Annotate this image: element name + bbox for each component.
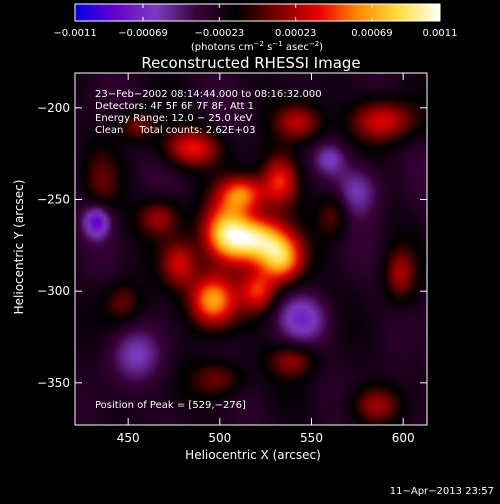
x-tick-label: 600 xyxy=(392,431,415,445)
heatmap-image xyxy=(75,73,427,425)
x-axis-label: Heliocentric X (arcsec) xyxy=(185,448,321,462)
chart-title: Reconstructed RHESSI Image xyxy=(141,54,360,72)
colorbar-ticks: −0.0011 −0.00069 −0.00023 0.00023 0.00069 0.0… xyxy=(53,4,458,39)
y-tick-label: −250 xyxy=(37,193,70,207)
annotation-detectors: Detectors: 4F 5F 6F 7F 8F, Att 1 xyxy=(95,101,254,112)
annotation-counts: Clean Total counts: 2.62E+03 xyxy=(95,125,255,136)
x-tick-label: 550 xyxy=(300,431,323,445)
annotation-time: 23−Feb−2002 08:14:44.000 to 08:16:32.000 xyxy=(95,89,322,100)
x-tick-label: 450 xyxy=(117,431,140,445)
colorbar-unit-label: (photons cm−2 s−1 asec−2) xyxy=(191,40,323,53)
colorbar-tick-label: 0.00023 xyxy=(275,28,316,39)
colorbar-tick-label: −0.0011 xyxy=(53,28,96,39)
colorbar: −0.0011 −0.00069 −0.00023 0.00023 0.00069 0.0… xyxy=(53,3,458,53)
y-tick-label: −350 xyxy=(37,376,70,390)
colorbar-tick-label: 0.0011 xyxy=(423,28,458,39)
colorbar-tick-label: 0.00069 xyxy=(351,28,392,39)
footer-timestamp: 11−Apr−2013 23:57 xyxy=(390,486,494,497)
annotation-block: 23−Feb−2002 08:14:44.000 to 08:16:32.000… xyxy=(95,89,322,411)
annotation-energy: Energy Range: 12.0 − 25.0 keV xyxy=(95,113,252,124)
colorbar-tick-label: −0.00069 xyxy=(118,28,168,39)
x-tick-label: 500 xyxy=(208,431,231,445)
colorbar-gradient xyxy=(74,3,441,22)
y-tick-label: −200 xyxy=(37,101,70,115)
colorbar-tick-label: −0.00023 xyxy=(194,28,244,39)
peak-position-label: Position of Peak = [529,−276] xyxy=(95,400,246,411)
axis-ticks: 450 500 550 600 −200 −250 −300 −350 xyxy=(37,73,427,445)
plot-frame xyxy=(74,72,428,426)
image-area: 450 500 550 600 −200 −250 −300 −350 xyxy=(37,72,428,445)
y-tick-label: −300 xyxy=(37,284,70,298)
y-axis-label: Heliocentric Y (arcsec) xyxy=(12,180,26,315)
